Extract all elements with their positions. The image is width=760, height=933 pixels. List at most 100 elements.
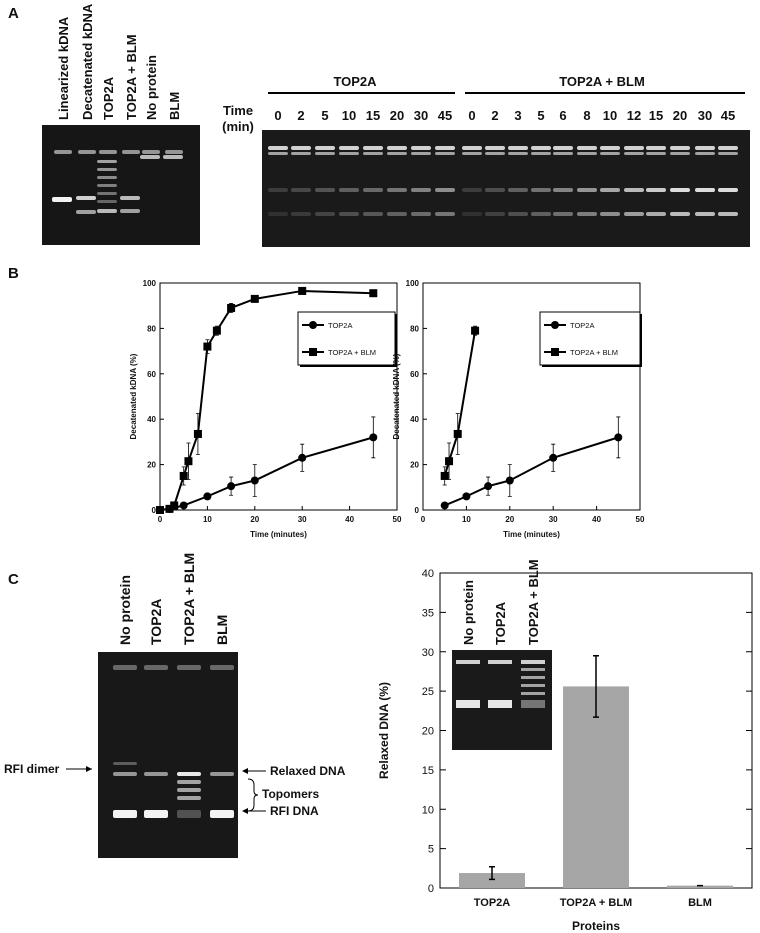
panel-letter: B bbox=[8, 265, 19, 282]
gel-band bbox=[600, 146, 620, 150]
series-line bbox=[443, 330, 477, 477]
group-label: TOP2A + BLM bbox=[559, 74, 645, 89]
y-tick-label: 30 bbox=[422, 647, 434, 659]
lane-time: 12 bbox=[627, 108, 641, 123]
lane-label: BLM bbox=[214, 615, 230, 645]
lane-time: 30 bbox=[698, 108, 712, 123]
gel-band bbox=[97, 184, 117, 187]
gel-band bbox=[52, 197, 72, 202]
gel-annotation: RFI dimer bbox=[4, 762, 60, 776]
gel-band bbox=[177, 788, 201, 792]
lane-time: 10 bbox=[342, 108, 356, 123]
gel-band bbox=[142, 150, 160, 154]
panel-letter: A bbox=[8, 5, 19, 22]
gel-annotation: RFI DNA bbox=[270, 804, 319, 818]
legend-label: TOP2A bbox=[328, 321, 352, 330]
data-point bbox=[227, 482, 236, 491]
gel-band bbox=[485, 188, 505, 192]
gel-band bbox=[144, 810, 168, 818]
gel-band bbox=[291, 146, 311, 150]
gel-band bbox=[291, 152, 311, 155]
data-point bbox=[179, 471, 188, 480]
gel-band bbox=[521, 660, 545, 664]
gel-band bbox=[99, 150, 117, 154]
gel-band bbox=[670, 212, 690, 216]
gel-band bbox=[485, 152, 505, 155]
gel-band bbox=[435, 212, 455, 216]
data-point bbox=[184, 457, 193, 466]
data-point bbox=[179, 501, 188, 510]
lane-label: TOP2A + BLM bbox=[181, 553, 197, 645]
gel-band bbox=[521, 676, 545, 679]
gel-band bbox=[521, 700, 545, 708]
gel-band bbox=[387, 212, 407, 216]
gel-band bbox=[670, 188, 690, 192]
gel-band bbox=[113, 772, 137, 776]
gel-band bbox=[165, 150, 183, 154]
data-point bbox=[203, 342, 212, 351]
lane-time: 20 bbox=[390, 108, 404, 123]
gel-band bbox=[177, 780, 201, 784]
gel-band bbox=[268, 212, 288, 216]
gel-band bbox=[411, 152, 431, 155]
gel-band bbox=[600, 212, 620, 216]
gel-band bbox=[695, 188, 715, 192]
gel-band bbox=[113, 810, 137, 818]
lane-time: 30 bbox=[414, 108, 428, 123]
gel-band bbox=[718, 212, 738, 216]
gel-band bbox=[553, 146, 573, 150]
gel-band bbox=[120, 196, 140, 200]
lane-label: No protein bbox=[144, 55, 159, 120]
arrow-head bbox=[86, 766, 92, 772]
data-point bbox=[298, 453, 307, 462]
gel-band bbox=[54, 150, 72, 154]
x-tick-label: 40 bbox=[592, 515, 601, 524]
data-point bbox=[445, 457, 454, 466]
x-tick-label: 30 bbox=[298, 515, 307, 524]
gel-band bbox=[646, 146, 666, 150]
gel-band bbox=[140, 155, 160, 159]
data-point bbox=[484, 482, 493, 491]
x-tick-label: 0 bbox=[158, 515, 163, 524]
data-point bbox=[369, 433, 378, 442]
x-tick-label: 20 bbox=[505, 515, 514, 524]
gel-band bbox=[120, 209, 140, 213]
y-axis-label: Relaxed DNA (%) bbox=[377, 682, 391, 779]
lane-time: 0 bbox=[468, 108, 475, 123]
data-point bbox=[614, 433, 623, 442]
gel-band bbox=[268, 188, 288, 192]
gel-band bbox=[600, 188, 620, 192]
gel-band bbox=[363, 188, 383, 192]
gel-band bbox=[462, 212, 482, 216]
gel-band bbox=[97, 200, 117, 203]
gel-band bbox=[177, 772, 201, 776]
gel-band bbox=[144, 772, 168, 776]
gel-band bbox=[339, 188, 359, 192]
gel-band bbox=[339, 146, 359, 150]
gel bbox=[98, 652, 238, 858]
gel-band bbox=[508, 212, 528, 216]
gel-band bbox=[670, 152, 690, 155]
lane-time: 5 bbox=[537, 108, 544, 123]
gel-band bbox=[553, 212, 573, 216]
gel-band bbox=[624, 146, 644, 150]
gel-band bbox=[411, 146, 431, 150]
data-point bbox=[165, 504, 174, 513]
bar bbox=[563, 686, 629, 888]
y-tick-label: 20 bbox=[410, 461, 419, 470]
x-tick-label: 0 bbox=[421, 515, 426, 524]
error-bar bbox=[489, 865, 495, 881]
error-bar bbox=[593, 654, 599, 718]
lane-time: 2 bbox=[491, 108, 498, 123]
gel-band bbox=[177, 810, 201, 818]
gel-band bbox=[531, 152, 551, 155]
data-point bbox=[369, 289, 378, 298]
gel-band bbox=[435, 152, 455, 155]
y-tick-label: 0 bbox=[428, 883, 434, 895]
series-line bbox=[444, 436, 619, 507]
gel-band bbox=[113, 665, 137, 670]
legend-marker bbox=[551, 348, 559, 356]
gel-band bbox=[718, 152, 738, 155]
data-point bbox=[170, 501, 179, 510]
data-point bbox=[440, 471, 449, 480]
